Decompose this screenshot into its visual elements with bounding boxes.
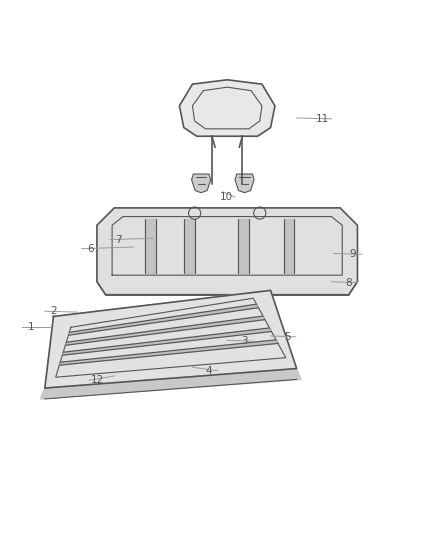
PathPatch shape: [191, 174, 211, 193]
PathPatch shape: [235, 174, 254, 193]
Text: 12: 12: [91, 375, 104, 385]
PathPatch shape: [97, 208, 357, 295]
Text: 8: 8: [346, 278, 352, 288]
PathPatch shape: [180, 80, 275, 136]
Text: 7: 7: [115, 235, 122, 245]
Polygon shape: [41, 368, 301, 399]
Text: 10: 10: [220, 192, 233, 202]
Polygon shape: [59, 340, 278, 365]
Polygon shape: [66, 316, 265, 345]
Polygon shape: [62, 328, 271, 356]
Text: 4: 4: [206, 366, 212, 376]
Text: 1: 1: [28, 322, 34, 332]
Polygon shape: [45, 290, 297, 388]
Text: 6: 6: [87, 244, 94, 254]
Text: 3: 3: [241, 336, 248, 346]
Text: 5: 5: [284, 332, 291, 342]
Text: 11: 11: [316, 114, 329, 124]
Text: 2: 2: [50, 306, 57, 316]
Text: 9: 9: [350, 249, 357, 260]
Polygon shape: [69, 304, 258, 335]
